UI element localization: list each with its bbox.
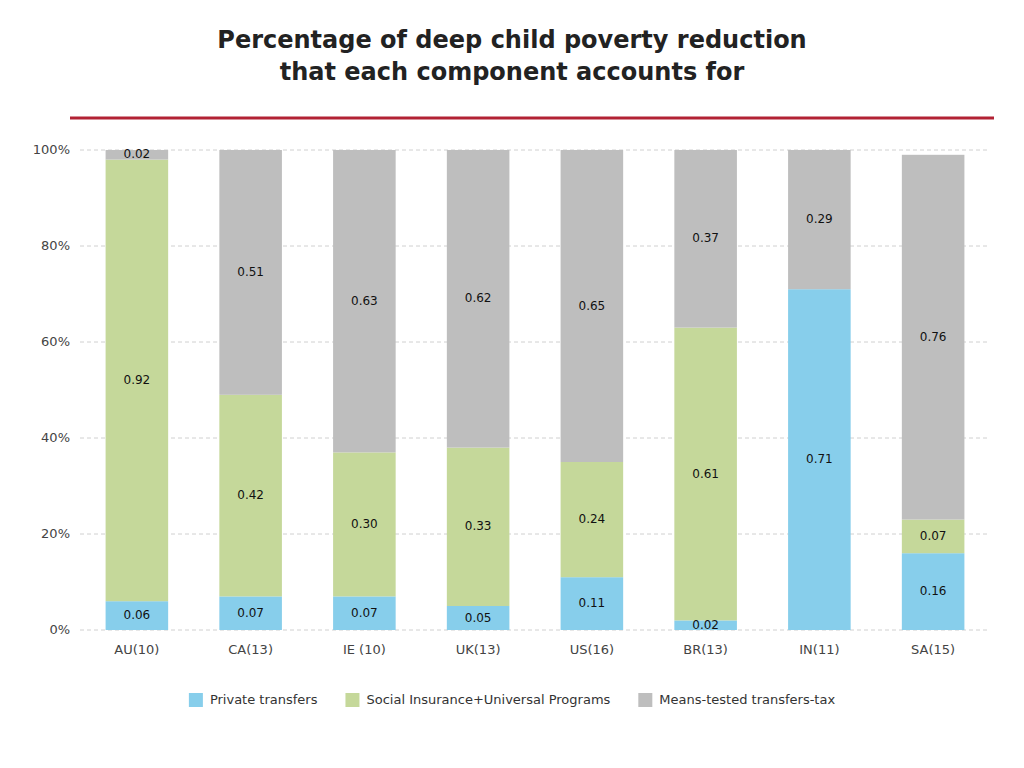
grid-line [80,150,990,151]
bar-segment [447,150,510,448]
grid-line [80,342,990,343]
legend-label: Means-tested transfers-tax [659,692,835,707]
data-label: 0.42 [237,488,264,502]
bar-segment [902,553,965,630]
legend-item: Private transfers [189,692,318,708]
data-label: 0.02 [692,618,719,632]
grid-line [80,630,990,631]
legend-item: Means-tested transfers-tax [638,692,835,708]
bar-segment [219,150,282,395]
bar-segment [788,150,851,289]
legend-swatch [638,693,652,707]
data-label: 0.24 [579,512,606,526]
legend-item: Social Insurance+Universal Programs [345,692,610,708]
legend-label: Private transfers [210,692,318,707]
bar-segment [333,150,396,452]
bar-segment [561,462,624,577]
legend-label: Social Insurance+Universal Programs [366,692,610,707]
bar-segment [106,160,169,602]
data-label: 0.07 [351,606,378,620]
data-label: 0.63 [351,294,378,308]
bar-segment [674,150,737,328]
page: {"chart_data": { "type": "bar", "stacked… [0,0,1024,768]
data-label: 0.07 [920,529,947,543]
bar-segment [902,155,965,520]
bar-segment [106,601,169,630]
bar-segment [674,328,737,621]
x-tick-label: IE (10) [343,642,386,657]
grid-line [80,534,990,535]
data-label: 0.33 [465,519,492,533]
data-label: 0.51 [237,265,264,279]
bar-segment [219,395,282,597]
data-label: 0.71 [806,452,833,466]
data-label: 0.16 [920,584,947,598]
bar-segment [219,596,282,630]
x-tick-label: US(16) [570,642,614,657]
separator [70,117,994,120]
x-tick-label: UK(13) [456,642,501,657]
data-label: 0.92 [124,373,151,387]
data-label: 0.61 [692,467,719,481]
bar-segment [333,596,396,630]
y-tick-label: 60% [41,334,70,349]
data-label: 0.76 [920,330,947,344]
x-tick-label: BR(13) [683,642,728,657]
bar-segment [333,452,396,596]
bar-segment [561,150,624,462]
legend-swatch [189,693,203,707]
data-label: 0.30 [351,517,378,531]
chart: Percentage of deep child poverty reducti… [0,0,1024,768]
grid-line [80,246,990,247]
data-label: 0.65 [579,299,606,313]
data-label: 0.05 [465,611,492,625]
data-label: 0.29 [806,212,833,226]
data-labels: 0.06 0.07 0.07 0.05 0.11 0.02 0.71 0.16 0.92 0.42… [124,147,947,631]
y-tick-label: 40% [41,430,70,445]
x-tick-label: CA(13) [228,642,273,657]
y-tick-label: 80% [41,238,70,253]
data-label: 0.11 [579,596,606,610]
data-label: 0.62 [465,291,492,305]
data-label: 0.06 [124,608,151,622]
x-axis: AU(10) CA(13) IE (10) UK(13) US(16) BR(13) IN(… [114,642,955,657]
y-tick-label: 20% [41,526,70,541]
x-tick-label: SA(15) [911,642,955,657]
y-tick-label: 0% [49,622,70,637]
data-label: 0.02 [124,147,151,161]
bars [106,150,965,630]
bar-segment [902,520,965,554]
grid-line [80,438,990,439]
legend-swatch [345,693,359,707]
data-label: 0.37 [692,231,719,245]
bar-segment [788,289,851,630]
bar-segment [447,448,510,606]
y-axis: 0% 20% 40% 60% 80% 100% [33,142,990,637]
y-tick-label: 100% [33,142,70,157]
title: Percentage of deep child poverty reducti… [217,26,806,86]
x-tick-label: IN(11) [799,642,839,657]
legend: Private transfers Social Insurance+Univer… [189,692,836,708]
bar-segment [447,606,510,630]
bar-segment [561,577,624,630]
x-tick-label: AU(10) [114,642,159,657]
data-label: 0.07 [237,606,264,620]
